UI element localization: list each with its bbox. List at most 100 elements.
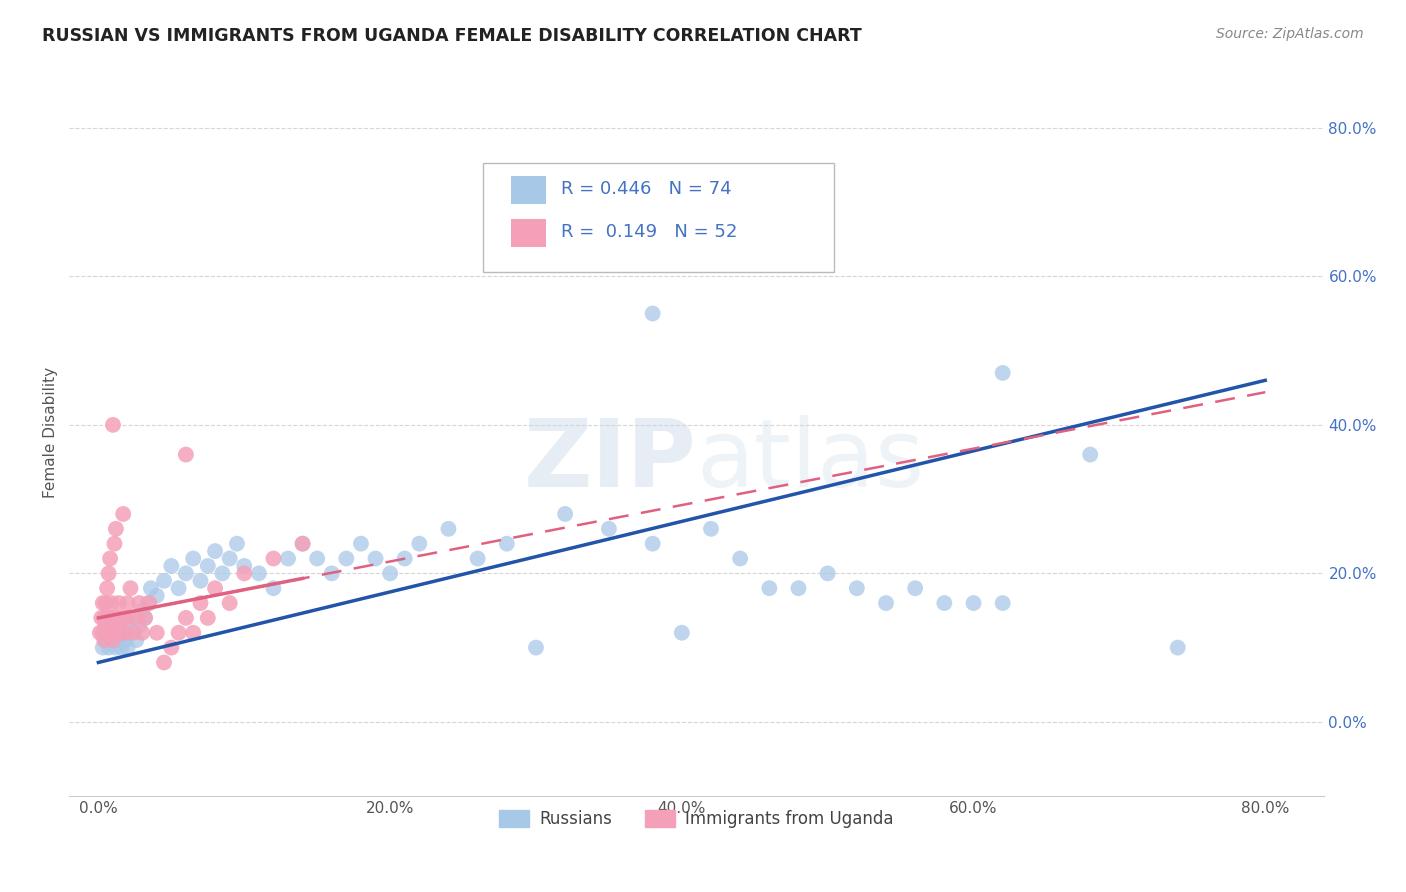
Point	[226, 536, 249, 550]
Point	[1167, 640, 1189, 655]
Point	[91, 640, 114, 655]
Point	[495, 536, 517, 550]
Point	[101, 611, 124, 625]
Point	[524, 640, 547, 655]
Point	[97, 611, 120, 625]
Point	[845, 581, 868, 595]
Point	[233, 566, 256, 581]
Point	[112, 625, 135, 640]
Point	[97, 566, 120, 581]
Point	[96, 618, 118, 632]
Point	[91, 596, 114, 610]
Point	[991, 366, 1014, 380]
Point	[211, 566, 233, 581]
Point	[190, 574, 212, 588]
Point	[197, 558, 219, 573]
Point	[114, 625, 136, 640]
Point	[131, 625, 153, 640]
Point	[218, 551, 240, 566]
Text: ZIP: ZIP	[523, 416, 696, 508]
Point	[218, 596, 240, 610]
Text: R =  0.149   N = 52: R = 0.149 N = 52	[561, 223, 737, 241]
Point	[134, 611, 156, 625]
Point	[103, 536, 125, 550]
Point	[145, 589, 167, 603]
Point	[817, 566, 839, 581]
Legend: Russians, Immigrants from Uganda: Russians, Immigrants from Uganda	[492, 804, 900, 835]
Point	[641, 536, 664, 550]
Point	[321, 566, 343, 581]
Bar	[510, 177, 546, 204]
Point	[262, 551, 284, 566]
Point	[875, 596, 897, 610]
Point	[111, 640, 134, 655]
Point	[96, 581, 118, 595]
Point	[204, 544, 226, 558]
Point	[136, 596, 159, 610]
Point	[93, 611, 115, 625]
Point	[94, 633, 117, 648]
Point	[700, 522, 723, 536]
Point	[190, 596, 212, 610]
Text: Source: ZipAtlas.com: Source: ZipAtlas.com	[1216, 27, 1364, 41]
Point	[101, 633, 124, 648]
Point	[103, 625, 125, 640]
Point	[671, 625, 693, 640]
Point	[378, 566, 401, 581]
Point	[110, 625, 132, 640]
Point	[120, 625, 142, 640]
Point	[103, 618, 125, 632]
Point	[110, 618, 132, 632]
Point	[197, 611, 219, 625]
Point	[131, 603, 153, 617]
Point	[167, 625, 190, 640]
Point	[101, 417, 124, 432]
Point	[408, 536, 430, 550]
Point	[1078, 448, 1101, 462]
Point	[117, 640, 139, 655]
Point	[115, 618, 138, 632]
Point	[174, 566, 197, 581]
Bar	[510, 219, 546, 247]
Point	[277, 551, 299, 566]
Text: R = 0.446   N = 74: R = 0.446 N = 74	[561, 180, 731, 198]
Point	[117, 596, 139, 610]
Point	[394, 551, 416, 566]
Point	[181, 551, 204, 566]
Point	[105, 625, 128, 640]
Point	[160, 558, 183, 573]
Point	[350, 536, 373, 550]
Point	[108, 633, 131, 648]
Point	[89, 625, 111, 640]
Point	[122, 611, 145, 625]
Point	[991, 596, 1014, 610]
Point	[641, 306, 664, 320]
Point	[174, 448, 197, 462]
Point	[104, 640, 127, 655]
Point	[98, 625, 121, 640]
Point	[90, 611, 112, 625]
Point	[335, 551, 357, 566]
Point	[122, 625, 145, 640]
Point	[93, 633, 115, 648]
Point	[758, 581, 780, 595]
Point	[728, 551, 751, 566]
Point	[787, 581, 810, 595]
Point	[91, 625, 114, 640]
Point	[160, 640, 183, 655]
Point	[138, 596, 160, 610]
Point	[247, 566, 270, 581]
Point	[153, 574, 176, 588]
Point	[181, 625, 204, 640]
Y-axis label: Female Disability: Female Disability	[44, 367, 58, 498]
Point	[111, 611, 134, 625]
Point	[101, 633, 124, 648]
Point	[262, 581, 284, 595]
Point	[291, 536, 314, 550]
Point	[233, 558, 256, 573]
Point	[114, 633, 136, 648]
Point	[105, 611, 128, 625]
Point	[307, 551, 329, 566]
Point	[125, 611, 148, 625]
Point	[934, 596, 956, 610]
